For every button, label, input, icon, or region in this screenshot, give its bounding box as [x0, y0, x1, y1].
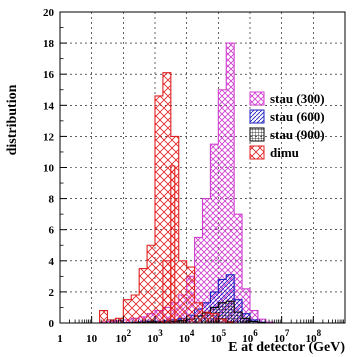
x-tick-label: 106	[242, 328, 258, 345]
legend-label-dimu: dimu	[270, 145, 299, 160]
x-tick-label: 108	[306, 328, 322, 345]
stau-300-bar	[202, 198, 211, 323]
dimu-bar	[155, 95, 163, 323]
legend: stau (300) stau (600) stau (900) dimu	[249, 91, 325, 160]
x-tick-label: 104	[179, 328, 195, 345]
legend-swatch-stau-300	[249, 91, 265, 106]
dimu-bar	[210, 313, 219, 323]
x-tick-label: 10	[86, 333, 98, 345]
y-tick-label: 20	[43, 7, 55, 19]
dimu-bar	[139, 268, 148, 323]
dimu-bar	[218, 319, 227, 323]
dimu-bar	[131, 295, 140, 323]
stau-300-bar	[210, 144, 219, 323]
stau-600-bar	[226, 274, 235, 323]
x-tick-layer: 1 10 102 103 104 105 106 107 108	[57, 316, 344, 345]
dimu-bar	[202, 312, 211, 323]
dimu-bar	[115, 318, 124, 323]
x-tick-label: 1	[57, 333, 63, 345]
legend-swatch-dimu	[249, 145, 265, 160]
y-tick-label: 18	[43, 38, 55, 50]
dimu-spike-bar	[170, 165, 176, 324]
dimu-bar	[194, 302, 203, 323]
y-tick-label: 6	[49, 225, 55, 237]
y-tick-layer: 0 2 4 6 8 10 12 14 16 18 20	[43, 7, 67, 330]
series-layer	[60, 42, 298, 324]
stau-900-bar	[250, 321, 258, 323]
y-axis-label: distribution	[5, 84, 20, 155]
legend-label-stau-300: stau (300)	[270, 91, 325, 106]
x-axis-label: E at detector (GeV)	[228, 340, 345, 355]
dimu-bar	[186, 267, 195, 323]
legend-label-stau-900: stau (900)	[270, 127, 325, 142]
y-tick-label: 12	[43, 131, 55, 143]
x-tick-label: 103	[147, 328, 163, 345]
stau-600-bar	[234, 299, 243, 323]
x-tick-label: 107	[274, 328, 290, 345]
stau-300-bar	[234, 214, 243, 323]
stau-300-bar	[250, 310, 258, 323]
stau-300-bar	[218, 89, 227, 323]
dimu-spike-bar	[162, 260, 172, 324]
x-tick-label: 102	[116, 328, 132, 345]
stau-900-bar	[242, 318, 250, 323]
y-tick-label: 8	[49, 194, 55, 206]
stau-900-bar	[226, 301, 235, 323]
legend-swatch-stau-900	[249, 127, 265, 142]
dimu-bar	[147, 245, 155, 323]
dimu-bar	[162, 72, 171, 324]
y-tick-label: 14	[43, 100, 55, 112]
dimu-bar	[123, 299, 132, 323]
dimu-bar	[99, 310, 108, 323]
dimu-bar	[178, 260, 187, 323]
y-tick-label: 10	[43, 163, 55, 175]
y-tick-label: 16	[43, 69, 55, 81]
y-tick-label: 0	[49, 318, 55, 330]
x-tick-label: 105	[211, 328, 227, 345]
legend-label-stau-600: stau (600)	[270, 109, 325, 124]
y-tick-label: 2	[49, 287, 55, 299]
stau-300-bar	[242, 288, 250, 323]
stau-300-bar	[226, 43, 235, 323]
y-tick-label: 4	[49, 256, 55, 268]
dimu-bar	[107, 319, 116, 323]
stau-600-bar	[218, 279, 227, 323]
legend-swatch-stau-600	[249, 109, 265, 124]
stau-900-bar	[218, 302, 227, 323]
stau-900-bar	[234, 312, 243, 323]
stau-300-bar	[194, 237, 203, 323]
stau-300-bar	[257, 319, 266, 323]
